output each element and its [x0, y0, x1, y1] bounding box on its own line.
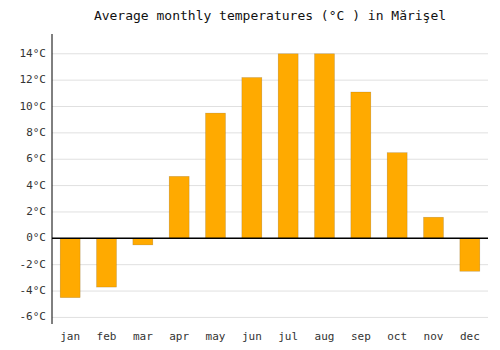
x-tick-label: may	[206, 330, 226, 343]
x-tick-label: sep	[351, 330, 371, 343]
bar	[60, 238, 80, 297]
grid-line	[52, 159, 488, 160]
x-tick-label: jun	[242, 330, 262, 343]
chart: -6°C -4°C -2°C 0°C 2°C 4°C 6°C 8°C 10°C 12°C 14°C j…	[0, 0, 500, 350]
bar	[169, 176, 189, 238]
bar	[315, 54, 335, 239]
grid-line	[52, 132, 488, 133]
grid-line	[52, 317, 488, 318]
y-tick-label: 10°C	[20, 100, 47, 113]
grid	[52, 54, 488, 318]
grid-line	[52, 106, 488, 107]
bars	[60, 54, 480, 298]
grid-line	[52, 53, 488, 54]
bar	[424, 217, 444, 238]
grid-line	[52, 185, 488, 186]
y-tick-label: -4°C	[20, 284, 47, 297]
page: {"chart_data": {"type": "bar", "title": …	[0, 0, 500, 350]
y-ticks: -6°C -4°C -2°C 0°C 2°C 4°C 6°C 8°C 10°C 12°C 14°C	[20, 47, 47, 324]
zero-line	[52, 238, 488, 240]
bar	[387, 153, 407, 239]
bar	[133, 238, 153, 245]
y-tick-label: 14°C	[20, 47, 47, 60]
grid-line	[52, 291, 488, 292]
y-axis-line	[52, 34, 53, 324]
y-tick-label: 2°C	[26, 205, 46, 218]
x-tick-label: apr	[169, 330, 189, 343]
x-tick-label: jul	[278, 330, 298, 343]
y-tick-label: 6°C	[26, 152, 46, 165]
x-tick-label: dec	[460, 330, 480, 343]
bar	[460, 238, 480, 271]
x-tick-label: oct	[387, 330, 407, 343]
y-tick-label: -2°C	[20, 258, 47, 271]
title: Average monthly temperatures (°C ) in Mă…	[94, 8, 446, 23]
grid-line	[52, 238, 488, 239]
bar	[278, 54, 298, 239]
y-tick-label: 0°C	[26, 231, 46, 244]
grid-line	[52, 211, 488, 212]
x-ticks: jan feb mar apr may jun jul aug sep oct nov dec	[60, 330, 480, 343]
x-tick-label: mar	[133, 330, 153, 343]
grid-line	[52, 264, 488, 265]
y-tick-label: -6°C	[20, 310, 47, 323]
y-tick-label: 8°C	[26, 126, 46, 139]
bar	[206, 113, 226, 238]
grid-line	[52, 80, 488, 81]
x-tick-label: feb	[97, 330, 117, 343]
x-tick-label: aug	[315, 330, 335, 343]
y-tick-label: 12°C	[20, 73, 47, 86]
bar	[351, 92, 371, 238]
bar	[97, 238, 117, 287]
bar	[242, 78, 262, 239]
y-tick-label: 4°C	[26, 179, 46, 192]
x-tick-label: nov	[424, 330, 444, 343]
x-tick-label: jan	[60, 330, 80, 343]
